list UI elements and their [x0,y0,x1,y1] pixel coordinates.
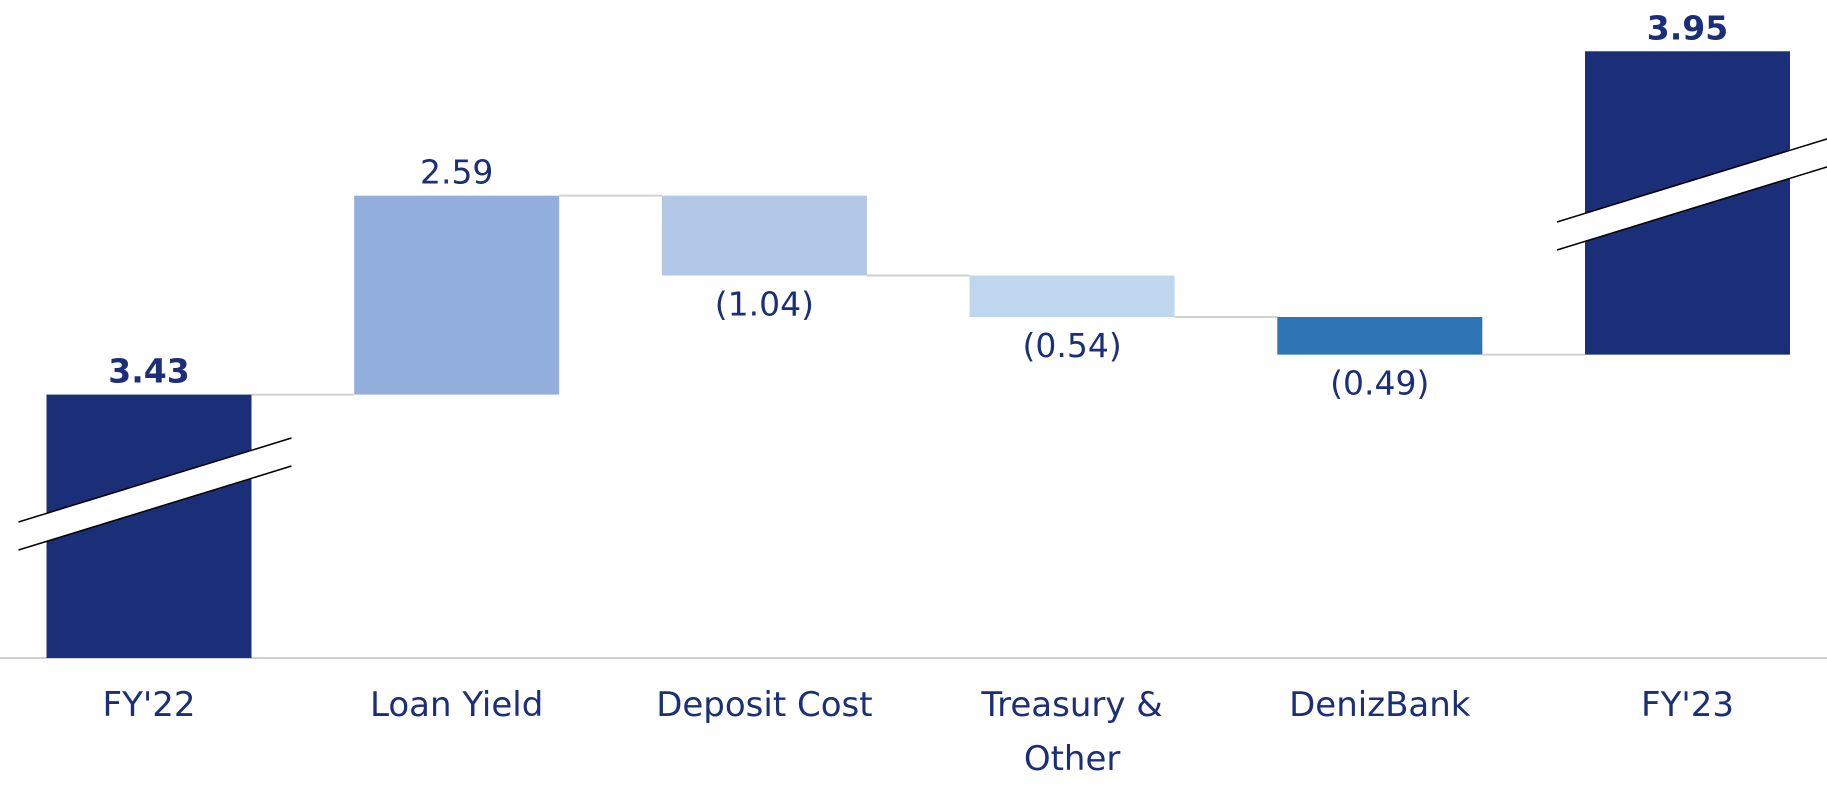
value-label: 3.43 [108,352,189,391]
axis-break-edge [18,465,292,551]
value-label: (0.54) [1022,326,1121,365]
x-tick-label: Loan Yield [370,685,544,725]
value-label: (1.04) [715,285,814,324]
x-tick-label: Deposit Cost [656,685,873,725]
axis-break [1557,138,1827,250]
x-tick-label: FY'22 [102,685,196,725]
x-tick-label: DenizBank [1289,685,1471,725]
value-label: (0.49) [1330,364,1429,403]
axis-break-edge [1556,166,1827,251]
value-label: 2.59 [420,153,493,192]
axis-break-edge [18,437,292,523]
axis-break [18,438,292,550]
bar [1277,317,1483,355]
value-label: 3.95 [1647,8,1728,47]
x-tick-label: FY'23 [1641,685,1734,725]
axis-break-edge [1556,138,1827,223]
bar [969,275,1175,318]
bar [661,195,867,276]
bar [354,195,560,395]
x-tick-label: Treasury & Other [981,685,1163,779]
